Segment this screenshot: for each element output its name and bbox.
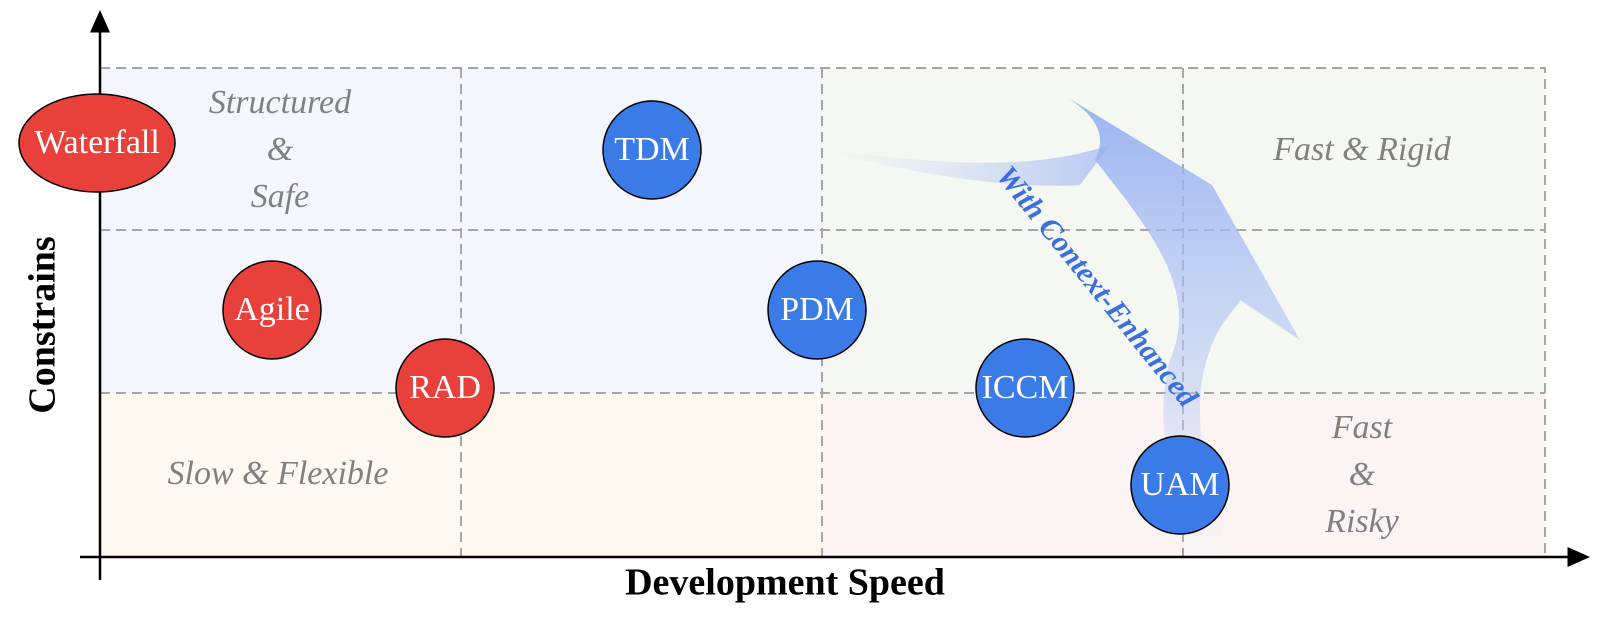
node-label: Waterfall — [34, 124, 160, 161]
context-arrow — [1055, 90, 1300, 610]
node-label: TDM — [614, 131, 690, 168]
quadrant-label: & — [267, 131, 294, 168]
node-label: ICCM — [982, 369, 1069, 406]
node-shape — [1130, 435, 1230, 535]
quadrant-label: Fast & Rigid — [1272, 131, 1452, 168]
quadrant-labels: Structured & Safe Fast & Rigid Slow & Flexib… — [168, 84, 1452, 540]
node-shape — [767, 260, 867, 360]
node-shape — [18, 93, 176, 193]
y-axis-label: Constrains — [22, 236, 64, 413]
node-label: Agile — [234, 291, 310, 328]
node-shape — [602, 100, 702, 200]
quadrant-label: Safe — [251, 178, 310, 215]
x-axis-label: Development Speed — [625, 562, 945, 604]
node-label: UAM — [1140, 466, 1219, 503]
node-shape — [222, 260, 322, 360]
quadrant-label: Slow & Flexible — [168, 455, 389, 492]
node-shape — [975, 338, 1075, 438]
nodes: Waterfall Agile RAD TDM PDM ICCM UAM — [18, 93, 1230, 535]
node-label: RAD — [409, 369, 481, 406]
quadrant-label: Risky — [1324, 503, 1400, 540]
arrow-tail — [820, 145, 1110, 186]
quadrant-label: & — [1349, 456, 1376, 493]
node-label: PDM — [780, 291, 854, 328]
quadrant-label: Fast — [1331, 409, 1394, 446]
quadrant-label: Structured — [209, 84, 352, 121]
node-shape — [395, 338, 495, 438]
